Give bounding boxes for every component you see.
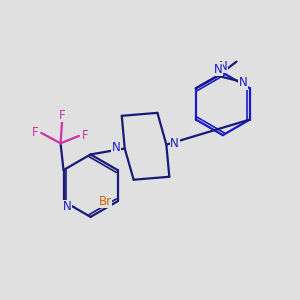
- Text: N: N: [214, 63, 223, 76]
- Text: N: N: [63, 200, 71, 213]
- Text: N: N: [112, 140, 121, 154]
- Text: N: N: [170, 137, 179, 150]
- Text: F: F: [82, 129, 89, 142]
- Text: N: N: [239, 76, 248, 89]
- Text: N: N: [218, 60, 227, 73]
- Text: Br: Br: [98, 195, 112, 208]
- Text: F: F: [32, 126, 38, 140]
- Text: F: F: [59, 109, 65, 122]
